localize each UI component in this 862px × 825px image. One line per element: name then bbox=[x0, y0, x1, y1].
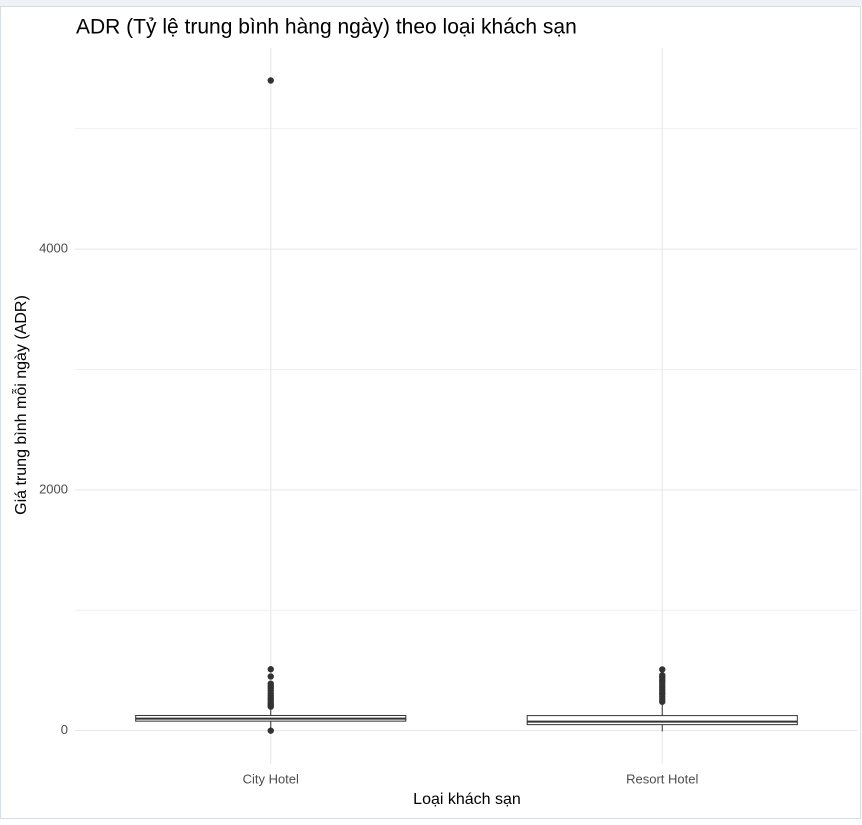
outlier bbox=[267, 666, 274, 673]
chart-title: ADR (Tỷ lệ trung bình hàng ngày) theo lo… bbox=[76, 16, 577, 39]
toolbar-strip bbox=[0, 0, 862, 6]
outlier bbox=[267, 680, 274, 687]
x-axis-label: Loại khách sạn bbox=[413, 791, 521, 808]
outlier bbox=[267, 77, 274, 84]
outlier bbox=[267, 727, 274, 734]
x-tick-label: Resort Hotel bbox=[626, 771, 698, 786]
viewer-frame bbox=[0, 6, 861, 819]
y-tick-label: 2000 bbox=[39, 481, 68, 496]
y-tick-label: 4000 bbox=[39, 241, 68, 256]
outlier bbox=[659, 666, 666, 673]
x-tick-label: City Hotel bbox=[243, 771, 299, 786]
y-axis-label: Giá trung bình mỗi ngày (ADR) bbox=[11, 295, 30, 515]
outlier bbox=[659, 672, 666, 679]
outlier bbox=[267, 673, 274, 680]
y-tick-label: 0 bbox=[61, 722, 68, 737]
box bbox=[526, 715, 798, 726]
